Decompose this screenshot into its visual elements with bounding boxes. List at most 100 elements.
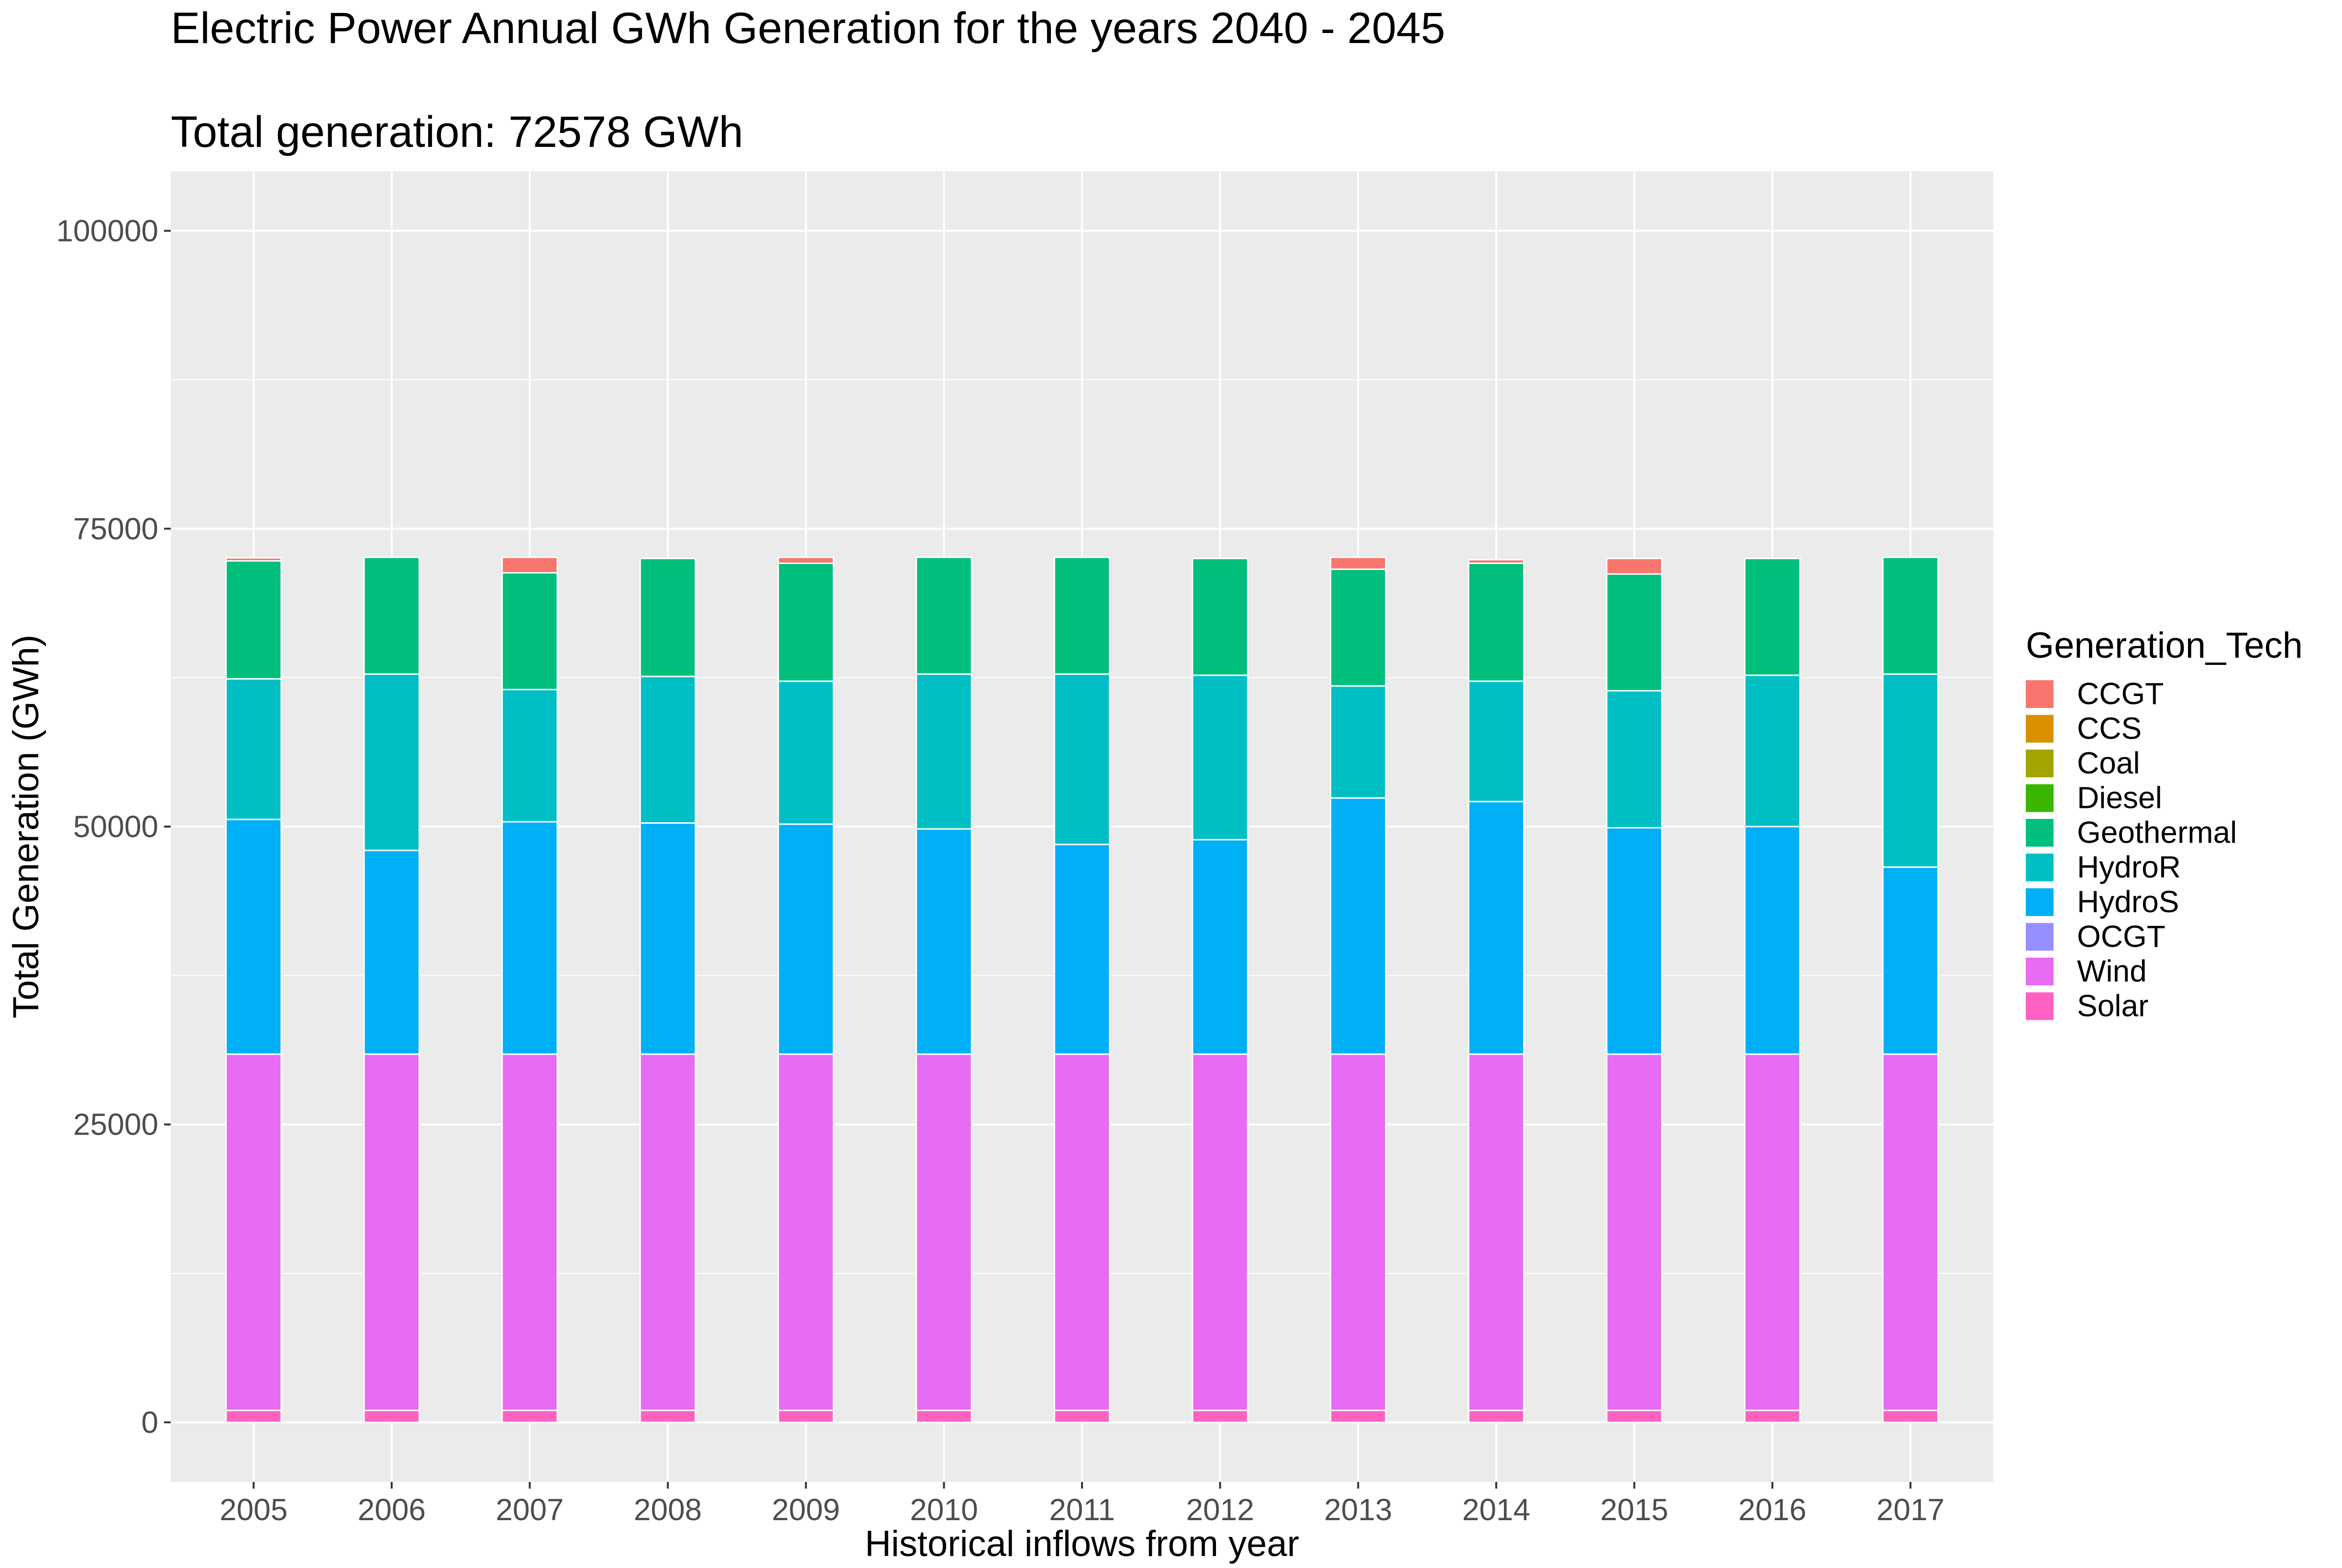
- bar-segment-hydros-2005: [225, 818, 282, 1055]
- legend-key-diesel: [2026, 784, 2054, 812]
- bar-segment-wind-2007: [501, 1053, 558, 1412]
- bar-segment-hydros-2007: [501, 821, 558, 1055]
- x-axis-title: Historical inflows from year: [865, 1524, 1299, 1564]
- x-tick-label: 2010: [910, 1492, 978, 1527]
- chart-title: Electric Power Annual GWh Generation for…: [171, 4, 1445, 53]
- x-tick-label: 2012: [1186, 1492, 1254, 1527]
- bar-segment-hydros-2010: [916, 828, 972, 1055]
- bar-segment-geothermal-2017: [1882, 556, 1939, 675]
- legend-label-coal: Coal: [2077, 746, 2140, 780]
- bar-segment-hydror-2009: [777, 680, 834, 825]
- bar-segment-geothermal-2008: [639, 558, 696, 677]
- bar-segment-solar-2007: [501, 1410, 558, 1423]
- bar-segment-solar-2014: [1468, 1410, 1525, 1423]
- x-tick-label: 2009: [772, 1492, 840, 1527]
- legend-key-ccs: [2026, 715, 2054, 743]
- bar-segment-wind-2012: [1192, 1053, 1248, 1412]
- legend-title: Generation_Tech: [2026, 625, 2303, 666]
- bar-segment-hydros-2015: [1606, 827, 1663, 1055]
- legend-label-solar: Solar: [2077, 989, 2148, 1023]
- legend-items: CCGTCCSCoalDieselGeothermalHydroRHydroSO…: [2026, 676, 2237, 1023]
- bar-segment-hydror-2012: [1192, 674, 1248, 840]
- bar-segment-wind-2013: [1330, 1053, 1387, 1412]
- bar-segment-wind-2009: [777, 1053, 834, 1412]
- bar-segment-wind-2017: [1882, 1053, 1939, 1412]
- x-tick-label: 2015: [1600, 1492, 1668, 1527]
- legend-label-hydros: HydroS: [2077, 884, 2179, 919]
- bar-segment-ccgt-2013: [1330, 556, 1387, 570]
- y-tick-label: 25000: [73, 1107, 158, 1142]
- legend-label-ccs: CCS: [2077, 711, 2142, 746]
- legend-label-diesel: Diesel: [2077, 781, 2162, 815]
- bar-segment-geothermal-2007: [501, 572, 558, 691]
- bar-segment-geothermal-2014: [1468, 563, 1525, 682]
- legend-key-ccgt: [2026, 680, 2054, 708]
- legend-label-hydror: HydroR: [2077, 850, 2181, 884]
- bar-segment-solar-2013: [1330, 1410, 1387, 1423]
- bar-segment-hydror-2013: [1330, 685, 1387, 799]
- bar-segment-ccgt-2009: [777, 556, 834, 564]
- bar-segment-hydror-2016: [1744, 674, 1801, 828]
- legend-key-hydror: [2026, 853, 2054, 882]
- x-tick-label: 2006: [358, 1492, 426, 1527]
- bar-segment-wind-2008: [639, 1053, 696, 1412]
- bar-segment-wind-2016: [1744, 1053, 1801, 1412]
- legend-label-geothermal: Geothermal: [2077, 815, 2237, 850]
- bar-segment-hydros-2013: [1330, 797, 1387, 1055]
- bar-segment-solar-2006: [363, 1410, 420, 1423]
- bar-segment-hydror-2014: [1468, 680, 1525, 803]
- bar-segment-hydros-2008: [639, 822, 696, 1055]
- bar-segment-geothermal-2006: [363, 556, 420, 675]
- x-tick-label: 2017: [1877, 1492, 1944, 1527]
- bar-segment-geothermal-2013: [1330, 568, 1387, 687]
- legend-label-wind: Wind: [2077, 954, 2147, 988]
- x-tick-label: 2014: [1462, 1492, 1530, 1527]
- bar-segment-hydror-2010: [916, 673, 972, 830]
- bar-segment-hydros-2016: [1744, 826, 1801, 1055]
- bar-segment-hydror-2011: [1053, 673, 1111, 845]
- bar-segment-geothermal-2016: [1744, 558, 1801, 676]
- bars: [225, 556, 1939, 1423]
- bar-segment-ccgt-2005: [225, 557, 282, 562]
- bar-segment-ccgt-2015: [1606, 558, 1663, 575]
- x-tick-label: 2011: [1049, 1492, 1115, 1527]
- bar-segment-hydros-2017: [1882, 866, 1939, 1055]
- bar-segment-hydros-2014: [1468, 801, 1525, 1055]
- legend-key-coal: [2026, 750, 2054, 777]
- x-tick-label: 2008: [634, 1492, 702, 1527]
- legend-key-solar: [2026, 992, 2054, 1020]
- bar-segment-wind-2010: [916, 1053, 972, 1412]
- bar-segment-hydror-2015: [1606, 690, 1663, 828]
- bar-segment-hydros-2006: [363, 850, 420, 1055]
- legend-label-ocgt: OCGT: [2077, 919, 2165, 954]
- bar-segment-solar-2010: [916, 1410, 972, 1423]
- legend-key-geothermal: [2026, 819, 2054, 847]
- bar-segment-geothermal-2012: [1192, 558, 1248, 676]
- legend-label-ccgt: CCGT: [2077, 676, 2164, 711]
- bar-segment-solar-2005: [225, 1410, 282, 1423]
- bar-segment-solar-2017: [1882, 1410, 1939, 1423]
- y-tick-label: 100000: [56, 214, 158, 248]
- x-tick-label: 2007: [496, 1492, 563, 1527]
- bar-segment-geothermal-2005: [225, 560, 282, 680]
- y-tick-label: 0: [141, 1405, 158, 1439]
- y-tick-label: 50000: [73, 809, 158, 844]
- bar-segment-geothermal-2011: [1053, 556, 1111, 675]
- bar-segment-geothermal-2010: [916, 556, 972, 675]
- bar-segment-hydror-2007: [501, 689, 558, 823]
- bar-segment-solar-2008: [639, 1410, 696, 1423]
- bar-segment-hydror-2008: [639, 675, 696, 824]
- y-axis: 0 25000 50000 75000 100000: [56, 214, 171, 1439]
- bar-segment-hydros-2011: [1053, 843, 1111, 1055]
- bar-segment-wind-2015: [1606, 1053, 1663, 1412]
- bar-segment-solar-2011: [1053, 1410, 1111, 1423]
- bar-segment-solar-2016: [1744, 1410, 1801, 1423]
- bar-segment-hydror-2017: [1882, 673, 1939, 868]
- bar-segment-hydror-2006: [363, 673, 420, 851]
- x-tick-label: 2005: [220, 1492, 287, 1527]
- x-axis: 2005 2006 2007 2008 2009 2010 2011 2012 2013 2014…: [220, 1482, 1944, 1527]
- bar-segment-wind-2014: [1468, 1053, 1525, 1412]
- bar-segment-solar-2012: [1192, 1410, 1248, 1423]
- legend-key-wind: [2026, 958, 2054, 985]
